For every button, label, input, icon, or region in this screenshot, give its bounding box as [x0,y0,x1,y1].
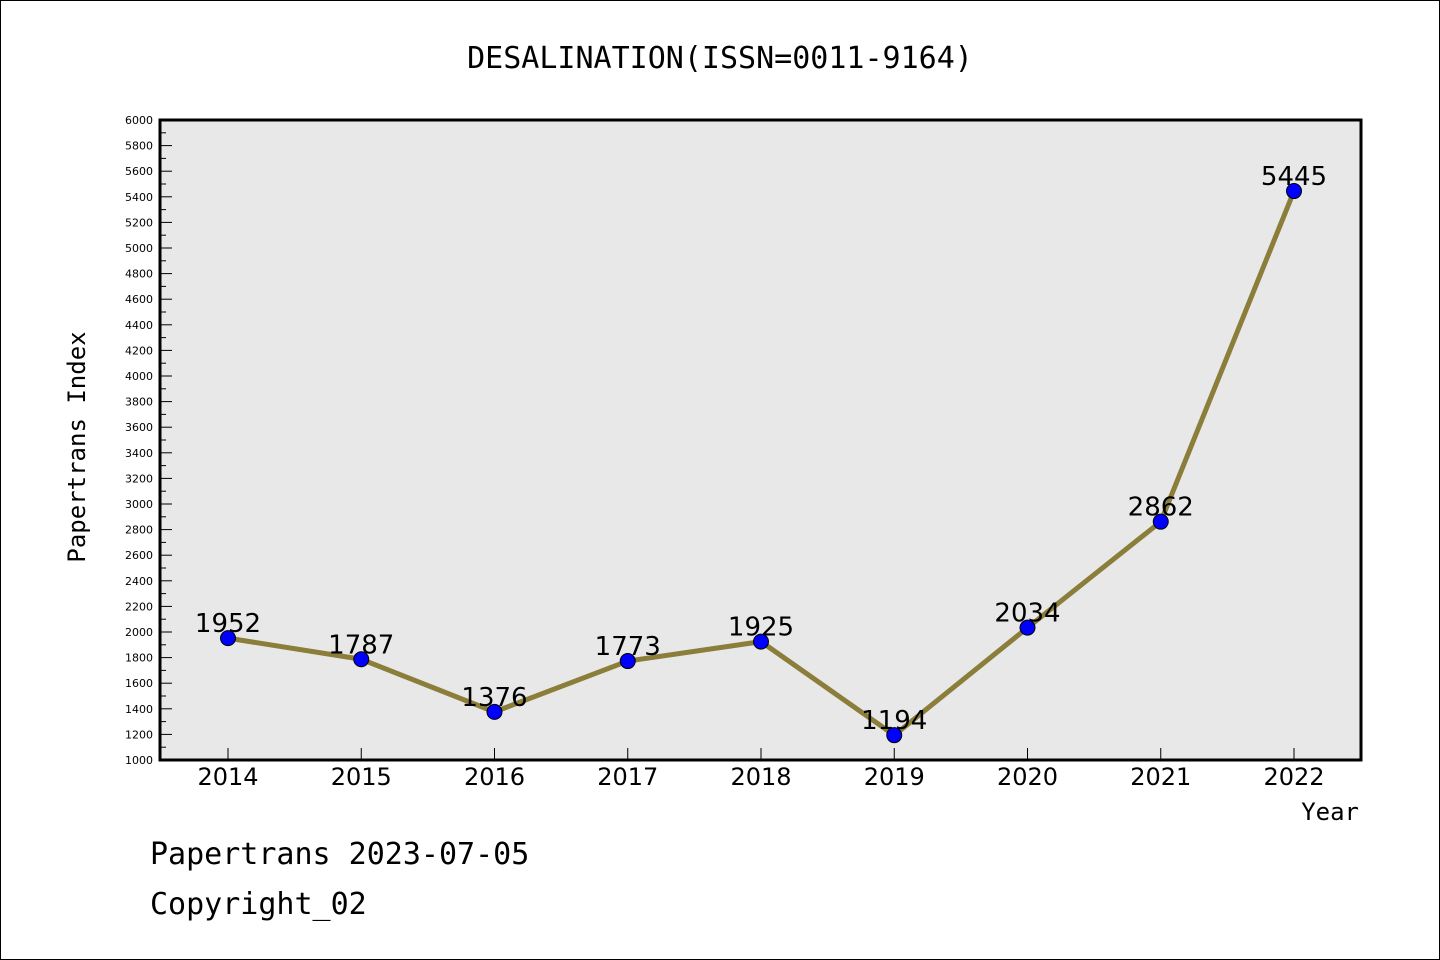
y-tick-label: 3600 [125,421,153,434]
x-tick-label: 2016 [464,763,525,791]
data-point [886,727,903,744]
y-tick-label: 4200 [125,344,153,357]
x-tick-label: 2019 [864,763,925,791]
y-tick-label: 2000 [125,626,153,639]
data-point [1019,619,1036,636]
data-label: 1194 [861,706,927,736]
data-label: 1376 [461,683,527,713]
data-label: 5445 [1261,162,1327,192]
data-point [486,703,503,720]
y-tick-label: 3400 [125,447,153,460]
x-tick-label: 2015 [331,763,392,791]
x-axis-title: Year [1301,798,1359,826]
y-tick-label: 1000 [125,754,153,767]
data-point [1286,183,1302,200]
x-tick-label: 2018 [730,763,791,791]
y-tick-label: 5800 [125,140,153,153]
data-label: 1925 [728,613,794,643]
series-layer [220,183,1302,744]
y-tick-label: 6000 [125,114,153,127]
y-tick-label: 5200 [125,216,153,229]
y-tick-label: 4600 [125,293,153,306]
y-tick-label: 4400 [125,319,153,332]
data-label: 2862 [1128,493,1194,523]
y-tick-label: 3000 [125,498,153,511]
footer-line-2: Copyright_02 [150,887,367,922]
y-tick-label: 2400 [125,575,153,588]
data-label: 2034 [994,599,1060,629]
data-label-layer: 1952 1787 1376 1773 1925 1194 2034 2862 5445 [195,162,1327,736]
data-point [353,651,370,668]
y-axis-ticks: 1000 1200 1400 1600 1800 2000 2200 2400 2600 2800… [125,114,172,767]
data-point [220,630,236,647]
y-tick-label: 2200 [125,600,153,613]
y-tick-label: 2600 [125,549,153,562]
data-point [1152,513,1169,530]
x-tick-label: 2014 [197,763,258,791]
y-tick-label: 5600 [125,165,153,178]
y-tick-label: 1200 [125,728,153,741]
y-tick-label: 2800 [125,524,153,537]
y-tick-label: 5000 [125,242,153,255]
data-point [619,653,636,670]
data-label: 1787 [328,630,394,660]
y-tick-label: 1600 [125,677,153,690]
data-label: 1773 [595,632,661,662]
x-tick-label: 2022 [1263,763,1324,791]
y-tick-label: 1800 [125,652,153,665]
y-tick-label: 5400 [125,191,153,204]
y-tick-label: 1400 [125,703,153,716]
x-tick-label: 2020 [997,763,1058,791]
y-tick-label: 4800 [125,268,153,281]
y-tick-label: 3200 [125,472,153,485]
data-label: 1952 [195,609,261,639]
x-tick-label: 2017 [597,763,658,791]
x-axis-ticks: 2014 2015 2016 2017 2018 2019 2020 2021 2022 [197,748,1325,791]
plot-area [158,118,1363,762]
data-point [753,633,769,650]
x-tick-label: 2021 [1130,763,1191,791]
y-tick-label: 3800 [125,396,153,409]
y-tick-label: 4000 [125,370,153,383]
chart-title: DESALINATION(ISSN=0011-9164) [467,41,973,76]
y-axis-title: Papertrans Index [63,331,91,562]
footer-line-1: Papertrans 2023-07-05 [150,837,529,872]
